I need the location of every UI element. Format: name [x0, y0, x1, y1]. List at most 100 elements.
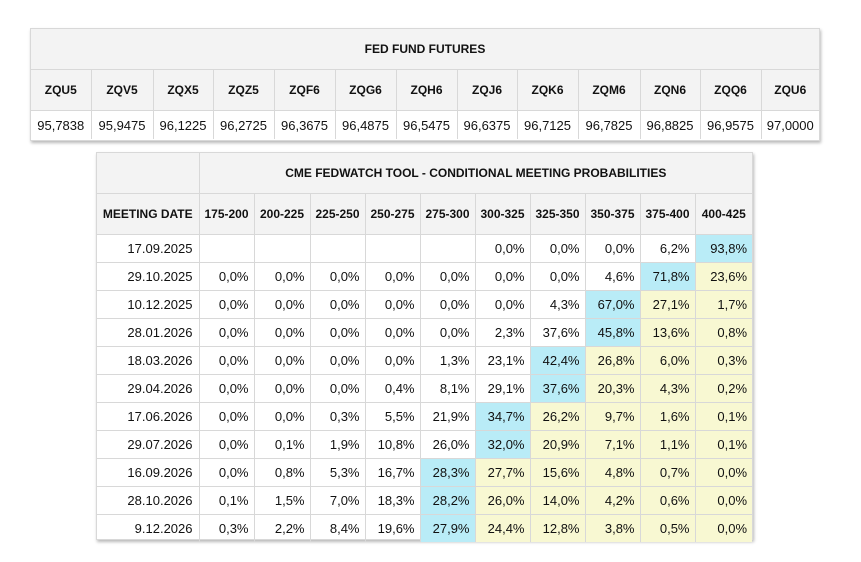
futures-price: 96,1225 — [152, 110, 214, 139]
probability-cell: 0,0% — [198, 430, 255, 459]
meeting-date: 29.04.2026 — [97, 374, 200, 403]
rate-range-header: 350-375 — [584, 193, 641, 235]
futures-symbol: ZQZ5 — [212, 69, 275, 111]
probability-cell: 13,6% — [639, 318, 696, 347]
meeting-row: 18.03.2026 0,0% 0,0% 0,0% 0,0% 1,3% 23,1% 42,4%… — [97, 346, 753, 375]
futures-price: 96,3675 — [273, 110, 336, 139]
futures-symbol: ZQV5 — [90, 69, 154, 111]
probability-cell: 4,6% — [584, 262, 641, 291]
probability-cell: 0,0% — [474, 262, 531, 291]
futures-symbol: ZQK6 — [516, 69, 579, 111]
futures-symbol: ZQX5 — [152, 69, 214, 111]
probability-cell: 6,2% — [639, 234, 696, 263]
probability-cell: 0,0% — [253, 374, 311, 403]
fedwatch-table: CME FEDWATCH TOOL - CONDITIONAL MEETING … — [97, 153, 753, 542]
probability-cell: 37,6% — [529, 374, 586, 403]
futures-title: FED FUND FUTURES — [31, 29, 819, 70]
rate-range-header: 225-250 — [309, 193, 366, 235]
probability-cell: 0,0% — [694, 458, 753, 487]
probability-cell: 4,3% — [529, 290, 586, 319]
rate-range-header: 250-275 — [364, 193, 421, 235]
probability-cell: 26,2% — [529, 402, 586, 431]
futures-symbol: ZQM6 — [577, 69, 641, 111]
probability-cell: 26,0% — [474, 486, 531, 515]
probability-cell: 5,5% — [364, 402, 421, 431]
futures-symbol: ZQJ6 — [456, 69, 518, 111]
probability-cell: 0,3% — [694, 346, 753, 375]
rate-range-header: 200-225 — [253, 193, 311, 235]
probability-cell: 1,7% — [694, 290, 753, 319]
probability-cell: 0,1% — [694, 430, 753, 459]
probability-cell: 93,8% — [694, 234, 753, 263]
probability-cell: 7,0% — [309, 486, 366, 515]
futures-price: 96,7125 — [516, 110, 579, 139]
probability-cell: 0,0% — [419, 318, 476, 347]
meeting-row: 29.10.2025 0,0% 0,0% 0,0% 0,0% 0,0% 0,0% 0,0% 4,… — [97, 262, 753, 291]
probability-cell: 0,0% — [198, 290, 255, 319]
probability-cell: 0,0% — [309, 374, 366, 403]
meeting-row: 17.09.2025 0,0% 0,0% 0,0% 6,2% 93,8% — [97, 234, 753, 263]
futures-price: 97,0000 — [760, 110, 819, 139]
meeting-row: 9.12.2026 0,3% 2,2% 8,4% 19,6% 27,9% 24,4% 12,8… — [97, 514, 753, 542]
probability-cell: 37,6% — [529, 318, 586, 347]
futures-price: 96,5475 — [395, 110, 458, 139]
futures-price: 96,9575 — [699, 110, 762, 139]
probability-cell: 0,2% — [694, 374, 753, 403]
probability-cell: 1,3% — [419, 346, 476, 375]
futures-price: 96,4875 — [334, 110, 397, 139]
probability-cell: 20,3% — [584, 374, 641, 403]
probability-cell: 71,8% — [639, 262, 696, 291]
meeting-date: 29.10.2025 — [97, 262, 200, 291]
probability-cell: 1,9% — [309, 430, 366, 459]
probability-cell: 0,3% — [198, 514, 255, 542]
futures-symbol: ZQQ6 — [699, 69, 762, 111]
probability-cell: 23,1% — [474, 346, 531, 375]
probability-cell: 26,0% — [419, 430, 476, 459]
probability-cell: 0,0% — [474, 234, 531, 263]
probability-cell: 5,3% — [309, 458, 366, 487]
futures-price: 95,9475 — [90, 110, 154, 139]
probability-cell: 7,1% — [584, 430, 641, 459]
probability-cell: 0,8% — [694, 318, 753, 347]
probability-cell: 0,0% — [364, 290, 421, 319]
probability-cell: 8,4% — [309, 514, 366, 542]
meeting-row: 10.12.2025 0,0% 0,0% 0,0% 0,0% 0,0% 0,0% 4,3% 67… — [97, 290, 753, 319]
probability-cell: 0,0% — [474, 290, 531, 319]
probability-cell: 28,2% — [419, 486, 476, 515]
probability-cell: 4,8% — [584, 458, 641, 487]
probability-cell: 0,5% — [639, 514, 696, 542]
probability-cell: 0,0% — [309, 262, 366, 291]
futures-symbol-row: ZQU5 ZQV5 ZQX5 ZQZ5 ZQF6 ZQG6 ZQH6 ZQJ6 ZQK6 ZQM6… — [31, 69, 819, 111]
probability-cell: 10,8% — [364, 430, 421, 459]
probability-cell: 0,0% — [253, 402, 311, 431]
probability-cell: 0,0% — [253, 318, 311, 347]
meeting-date: 28.10.2026 — [97, 486, 200, 515]
probability-cell: 26,8% — [584, 346, 641, 375]
futures-price: 96,2725 — [212, 110, 275, 139]
probability-cell: 4,2% — [584, 486, 641, 515]
probability-cell: 28,3% — [419, 458, 476, 487]
probability-cell: 1,1% — [639, 430, 696, 459]
probability-cell: 45,8% — [584, 318, 641, 347]
meeting-row: 16.09.2026 0,0% 0,8% 5,3% 16,7% 28,3% 27,7% 15,… — [97, 458, 753, 487]
probability-cell: 29,1% — [474, 374, 531, 403]
probability-cell: 34,7% — [474, 402, 531, 431]
probability-cell: 24,4% — [474, 514, 531, 542]
futures-symbol: ZQG6 — [334, 69, 397, 111]
probability-cell: 0,0% — [529, 234, 586, 263]
meeting-date: 9.12.2026 — [97, 514, 200, 542]
probability-cell: 18,3% — [364, 486, 421, 515]
rate-range-header: 275-300 — [419, 193, 476, 235]
probability-cell: 0,0% — [198, 262, 255, 291]
meeting-date: 29.07.2026 — [97, 430, 200, 459]
futures-symbol: ZQU6 — [760, 69, 819, 111]
probability-cell: 0,0% — [364, 346, 421, 375]
probability-cell: 27,9% — [419, 514, 476, 542]
probability-cell: 27,7% — [474, 458, 531, 487]
probability-cell: 0,0% — [419, 290, 476, 319]
probability-cell: 0,3% — [309, 402, 366, 431]
probability-cell: 6,0% — [639, 346, 696, 375]
probability-cell: 0,0% — [253, 346, 311, 375]
probability-cell — [198, 234, 255, 263]
probability-cell: 1,5% — [253, 486, 311, 515]
